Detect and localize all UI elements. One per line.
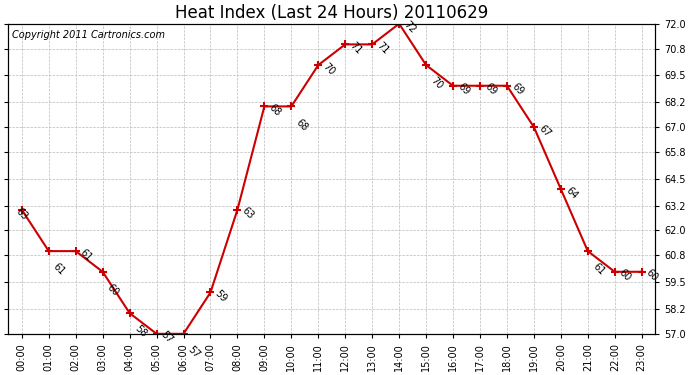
Text: 57: 57: [186, 344, 202, 360]
Text: 70: 70: [321, 61, 337, 77]
Text: 71: 71: [348, 40, 364, 56]
Text: 64: 64: [564, 185, 580, 201]
Text: 60: 60: [106, 282, 121, 298]
Text: 57: 57: [159, 330, 175, 346]
Text: 63: 63: [14, 207, 30, 222]
Text: 61: 61: [52, 261, 67, 277]
Text: 71: 71: [375, 40, 391, 56]
Text: 72: 72: [402, 20, 417, 36]
Text: 68: 68: [267, 102, 283, 118]
Text: 60: 60: [618, 268, 633, 284]
Text: 59: 59: [213, 288, 229, 304]
Text: 63: 63: [240, 206, 256, 221]
Text: Copyright 2011 Cartronics.com: Copyright 2011 Cartronics.com: [12, 30, 165, 40]
Text: 67: 67: [537, 123, 553, 139]
Text: 68: 68: [294, 118, 310, 134]
Text: 60: 60: [644, 268, 660, 284]
Text: 70: 70: [428, 75, 444, 91]
Text: 61: 61: [591, 261, 607, 277]
Text: 69: 69: [483, 82, 498, 98]
Text: 58: 58: [132, 324, 148, 339]
Title: Heat Index (Last 24 Hours) 20110629: Heat Index (Last 24 Hours) 20110629: [175, 4, 489, 22]
Text: 61: 61: [79, 247, 94, 263]
Text: 69: 69: [510, 82, 525, 98]
Text: 69: 69: [455, 82, 471, 98]
